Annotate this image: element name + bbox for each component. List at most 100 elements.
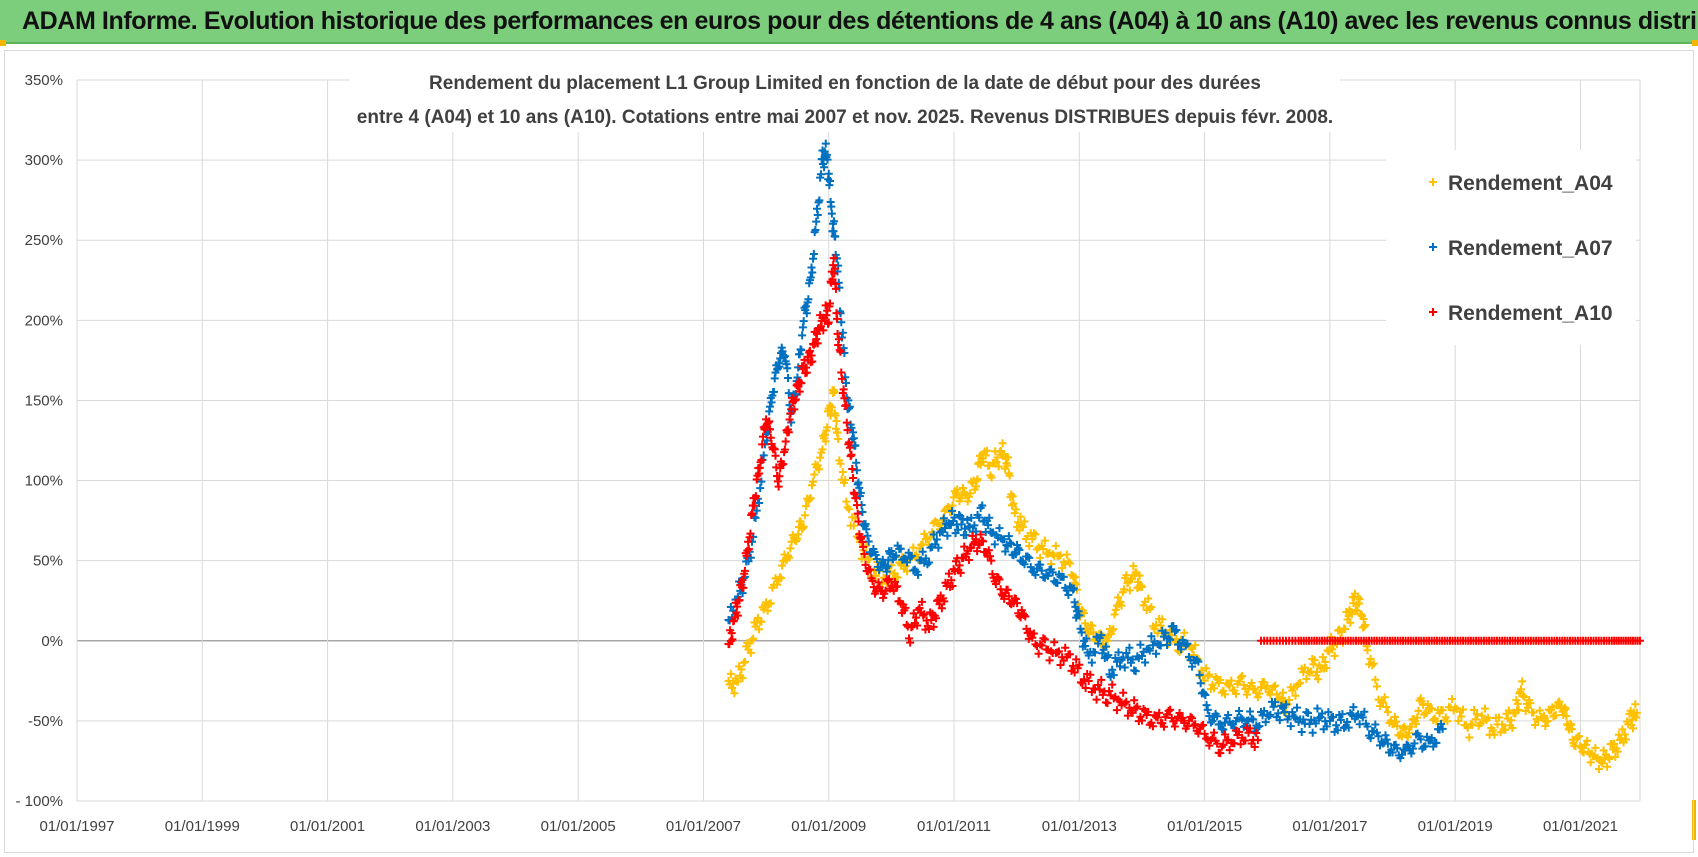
data-point — [849, 473, 858, 482]
data-point — [1235, 727, 1244, 736]
data-point — [805, 346, 814, 355]
data-point — [744, 537, 753, 546]
data-point — [965, 523, 974, 532]
data-point — [1159, 632, 1168, 641]
data-point — [1152, 620, 1161, 629]
data-point — [813, 339, 822, 348]
data-point — [1064, 591, 1073, 600]
data-point — [901, 603, 910, 612]
data-point — [1040, 536, 1049, 545]
data-point — [819, 326, 828, 335]
data-point — [979, 537, 988, 546]
data-point — [1219, 725, 1228, 734]
data-point — [1562, 712, 1571, 721]
data-point — [1007, 539, 1016, 548]
data-point — [752, 506, 761, 515]
data-point — [1161, 628, 1170, 637]
data-point — [843, 503, 852, 512]
data-point — [809, 477, 818, 486]
data-point — [808, 357, 817, 366]
data-point — [827, 202, 836, 211]
data-point — [1023, 552, 1032, 561]
data-point — [1392, 717, 1401, 726]
data-point — [1471, 715, 1480, 724]
data-point — [798, 331, 807, 340]
data-point — [813, 461, 822, 470]
data-point — [1116, 597, 1125, 606]
data-point — [1080, 609, 1089, 618]
data-point — [1084, 676, 1093, 685]
data-point — [1037, 566, 1046, 575]
data-point — [1078, 679, 1087, 688]
data-point — [1201, 691, 1210, 700]
data-point — [1421, 742, 1430, 751]
data-point — [1250, 685, 1259, 694]
data-point — [1054, 647, 1063, 656]
data-point — [1081, 619, 1090, 628]
data-point — [806, 494, 815, 503]
data-point — [1388, 748, 1397, 757]
legend-marker — [1429, 178, 1437, 186]
data-point — [1044, 571, 1052, 580]
data-point — [1369, 659, 1378, 668]
data-point — [786, 544, 795, 553]
data-point — [1488, 726, 1497, 735]
data-point — [1266, 710, 1275, 719]
corner-mark-bottom-right — [1692, 800, 1696, 840]
data-point — [1011, 550, 1020, 559]
data-point — [927, 615, 936, 624]
data-point — [1122, 697, 1131, 706]
data-point — [1025, 541, 1034, 550]
data-point — [1432, 738, 1441, 747]
data-point — [743, 546, 752, 555]
data-point — [1573, 733, 1582, 742]
data-point — [1128, 708, 1137, 717]
data-point — [841, 476, 850, 485]
data-point — [784, 389, 793, 398]
data-point — [1147, 632, 1156, 641]
data-point — [976, 530, 985, 539]
data-point — [993, 453, 1002, 462]
data-point — [1196, 679, 1205, 688]
data-point — [820, 163, 829, 172]
data-point — [1077, 628, 1086, 637]
data-point — [941, 524, 950, 533]
data-point — [746, 553, 755, 562]
data-point — [755, 499, 764, 508]
data-point — [1011, 505, 1020, 514]
data-point — [759, 451, 768, 460]
data-point — [825, 299, 834, 308]
x-tick-label: 01/01/2005 — [541, 818, 616, 835]
data-point — [1131, 704, 1140, 713]
data-point — [1202, 701, 1211, 710]
data-point — [756, 484, 765, 493]
data-point — [1180, 628, 1189, 637]
data-point — [1203, 672, 1212, 681]
data-point — [1058, 564, 1067, 573]
data-point — [1020, 610, 1029, 619]
data-point — [1576, 742, 1585, 751]
data-point — [1003, 585, 1012, 594]
data-point — [1070, 668, 1079, 677]
data-point — [728, 635, 737, 644]
data-point — [1120, 663, 1129, 672]
data-point — [1076, 624, 1085, 633]
data-point — [746, 648, 755, 657]
data-point — [1610, 739, 1619, 748]
data-point — [1097, 631, 1106, 640]
data-point — [987, 556, 996, 565]
y-tick-label: 350% — [25, 72, 63, 89]
data-point — [1402, 740, 1411, 749]
data-point — [967, 513, 976, 522]
data-point — [1532, 715, 1541, 724]
data-point — [1275, 716, 1284, 725]
data-point — [1407, 749, 1416, 758]
data-point — [1407, 722, 1416, 731]
data-point — [1114, 593, 1123, 602]
data-point — [1108, 680, 1117, 689]
data-point — [812, 217, 821, 226]
data-point — [1071, 573, 1080, 582]
data-point — [1427, 704, 1436, 713]
data-point — [1123, 711, 1132, 720]
data-point — [1355, 595, 1364, 604]
